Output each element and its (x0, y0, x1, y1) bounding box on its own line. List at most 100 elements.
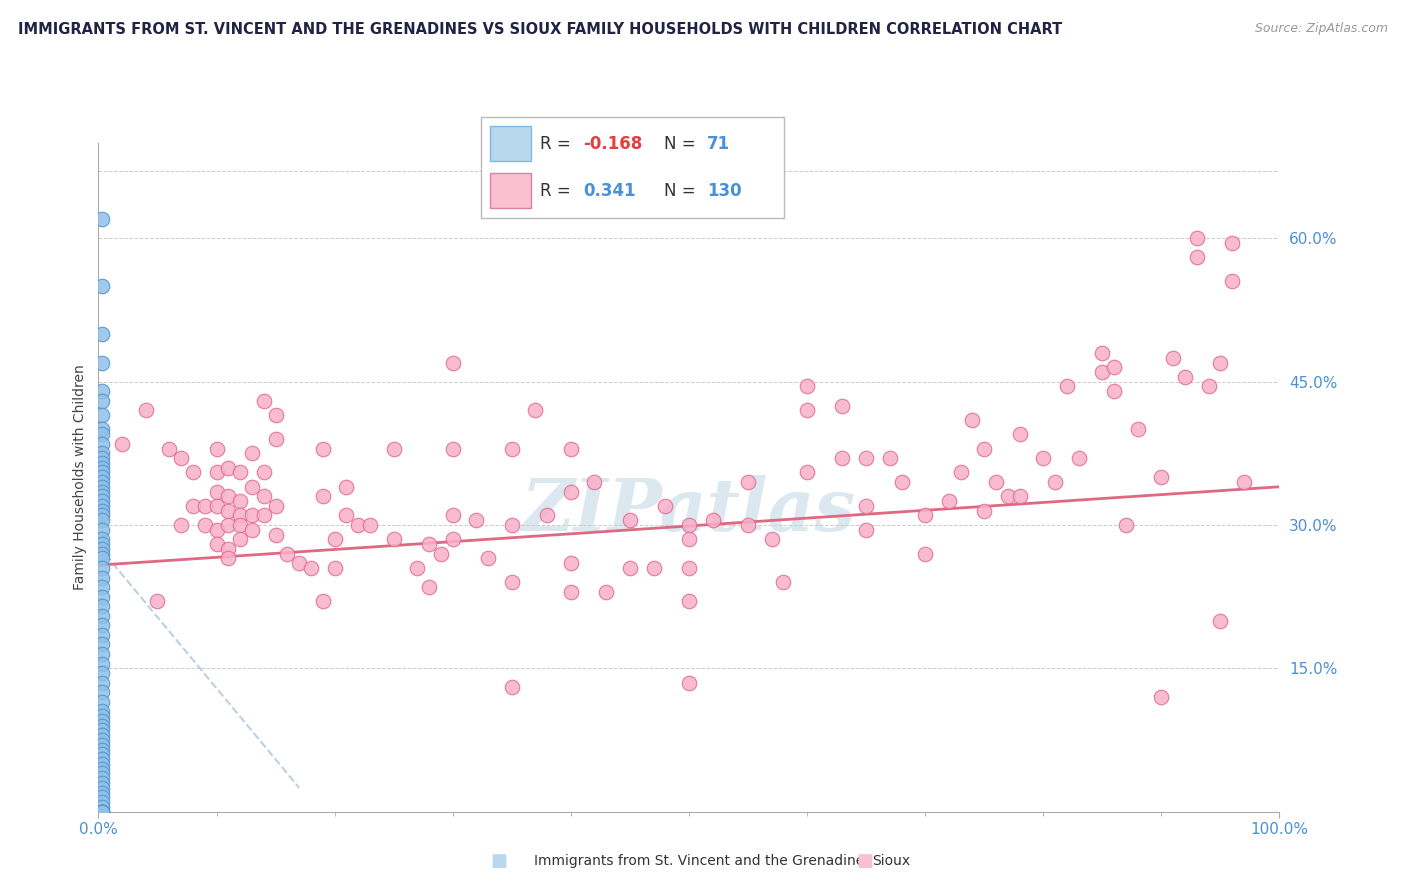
Point (938, 494, 960, 508)
FancyBboxPatch shape (481, 117, 785, 218)
Point (91, 805, 114, 819)
Point (217, 489, 239, 503)
Point (678, 533, 700, 547)
Point (678, 518, 700, 533)
Text: -0.168: -0.168 (583, 135, 643, 153)
Point (477, 551, 499, 566)
Point (1008, 489, 1031, 503)
Point (205, 499, 228, 513)
Point (560, 442, 582, 456)
Point (1043, 475, 1066, 489)
Point (91, 279, 114, 293)
Point (737, 518, 759, 533)
Point (501, 575, 523, 590)
Point (91, 499, 114, 513)
Point (240, 523, 263, 537)
Point (1161, 351, 1184, 365)
Point (441, 442, 464, 456)
Point (91, 738, 114, 752)
Text: N =: N = (664, 135, 695, 153)
Point (240, 446, 263, 460)
Point (205, 484, 228, 499)
Point (1150, 690, 1173, 704)
Point (91, 666, 114, 681)
Point (949, 466, 972, 480)
Point (441, 508, 464, 523)
Point (91, 513, 114, 527)
Point (91, 608, 114, 623)
Text: ■: ■ (856, 852, 873, 870)
Point (253, 466, 276, 480)
Point (240, 508, 263, 523)
Point (217, 551, 239, 566)
Point (170, 451, 193, 466)
Point (359, 518, 381, 533)
Point (91, 637, 114, 651)
Point (181, 499, 204, 513)
Point (194, 518, 217, 533)
Point (702, 513, 724, 527)
Point (1102, 360, 1125, 375)
Point (264, 527, 287, 541)
Point (276, 547, 298, 561)
Point (1198, 379, 1220, 393)
Point (91, 523, 114, 537)
Point (312, 594, 335, 608)
Point (914, 508, 936, 523)
Point (323, 533, 346, 547)
Point (91, 733, 114, 747)
Point (678, 594, 700, 608)
Point (253, 508, 276, 523)
Point (91, 470, 114, 484)
Point (91, 723, 114, 738)
Point (335, 480, 357, 494)
Point (1150, 470, 1173, 484)
Point (205, 466, 228, 480)
Point (91, 647, 114, 661)
Point (312, 489, 335, 503)
Point (890, 475, 912, 489)
Point (205, 442, 228, 456)
Point (91, 618, 114, 632)
Point (91, 436, 114, 450)
Text: 71: 71 (707, 135, 730, 153)
Point (1008, 427, 1031, 442)
Text: Immigrants from St. Vincent and the Grenadines: Immigrants from St. Vincent and the Gren… (534, 854, 872, 868)
Point (91, 456, 114, 470)
Point (1209, 614, 1232, 628)
Point (560, 585, 582, 599)
Point (229, 518, 252, 533)
Text: 0.341: 0.341 (583, 182, 636, 200)
Point (264, 499, 287, 513)
Point (1067, 451, 1090, 466)
Point (91, 756, 114, 771)
Point (91, 408, 114, 422)
Point (406, 561, 429, 575)
Point (253, 489, 276, 503)
Point (418, 537, 440, 551)
Point (772, 575, 794, 590)
Point (91, 212, 114, 227)
Point (962, 413, 984, 427)
Point (91, 762, 114, 776)
Point (91, 326, 114, 341)
Point (91, 590, 114, 604)
Point (91, 709, 114, 723)
Point (855, 499, 877, 513)
Text: ■: ■ (491, 852, 508, 870)
Point (91, 484, 114, 499)
Point (217, 518, 239, 533)
Point (91, 494, 114, 508)
Point (831, 451, 853, 466)
Point (91, 714, 114, 728)
Point (678, 675, 700, 690)
Point (583, 475, 606, 489)
Point (91, 475, 114, 489)
Point (1185, 231, 1208, 245)
Point (91, 675, 114, 690)
Point (312, 442, 335, 456)
Point (91, 384, 114, 399)
Point (91, 628, 114, 642)
Point (229, 466, 252, 480)
Point (323, 561, 346, 575)
